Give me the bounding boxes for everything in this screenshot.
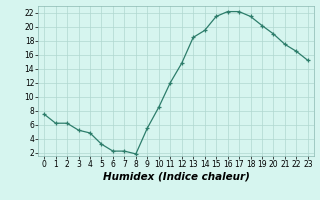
X-axis label: Humidex (Indice chaleur): Humidex (Indice chaleur) <box>103 172 249 182</box>
